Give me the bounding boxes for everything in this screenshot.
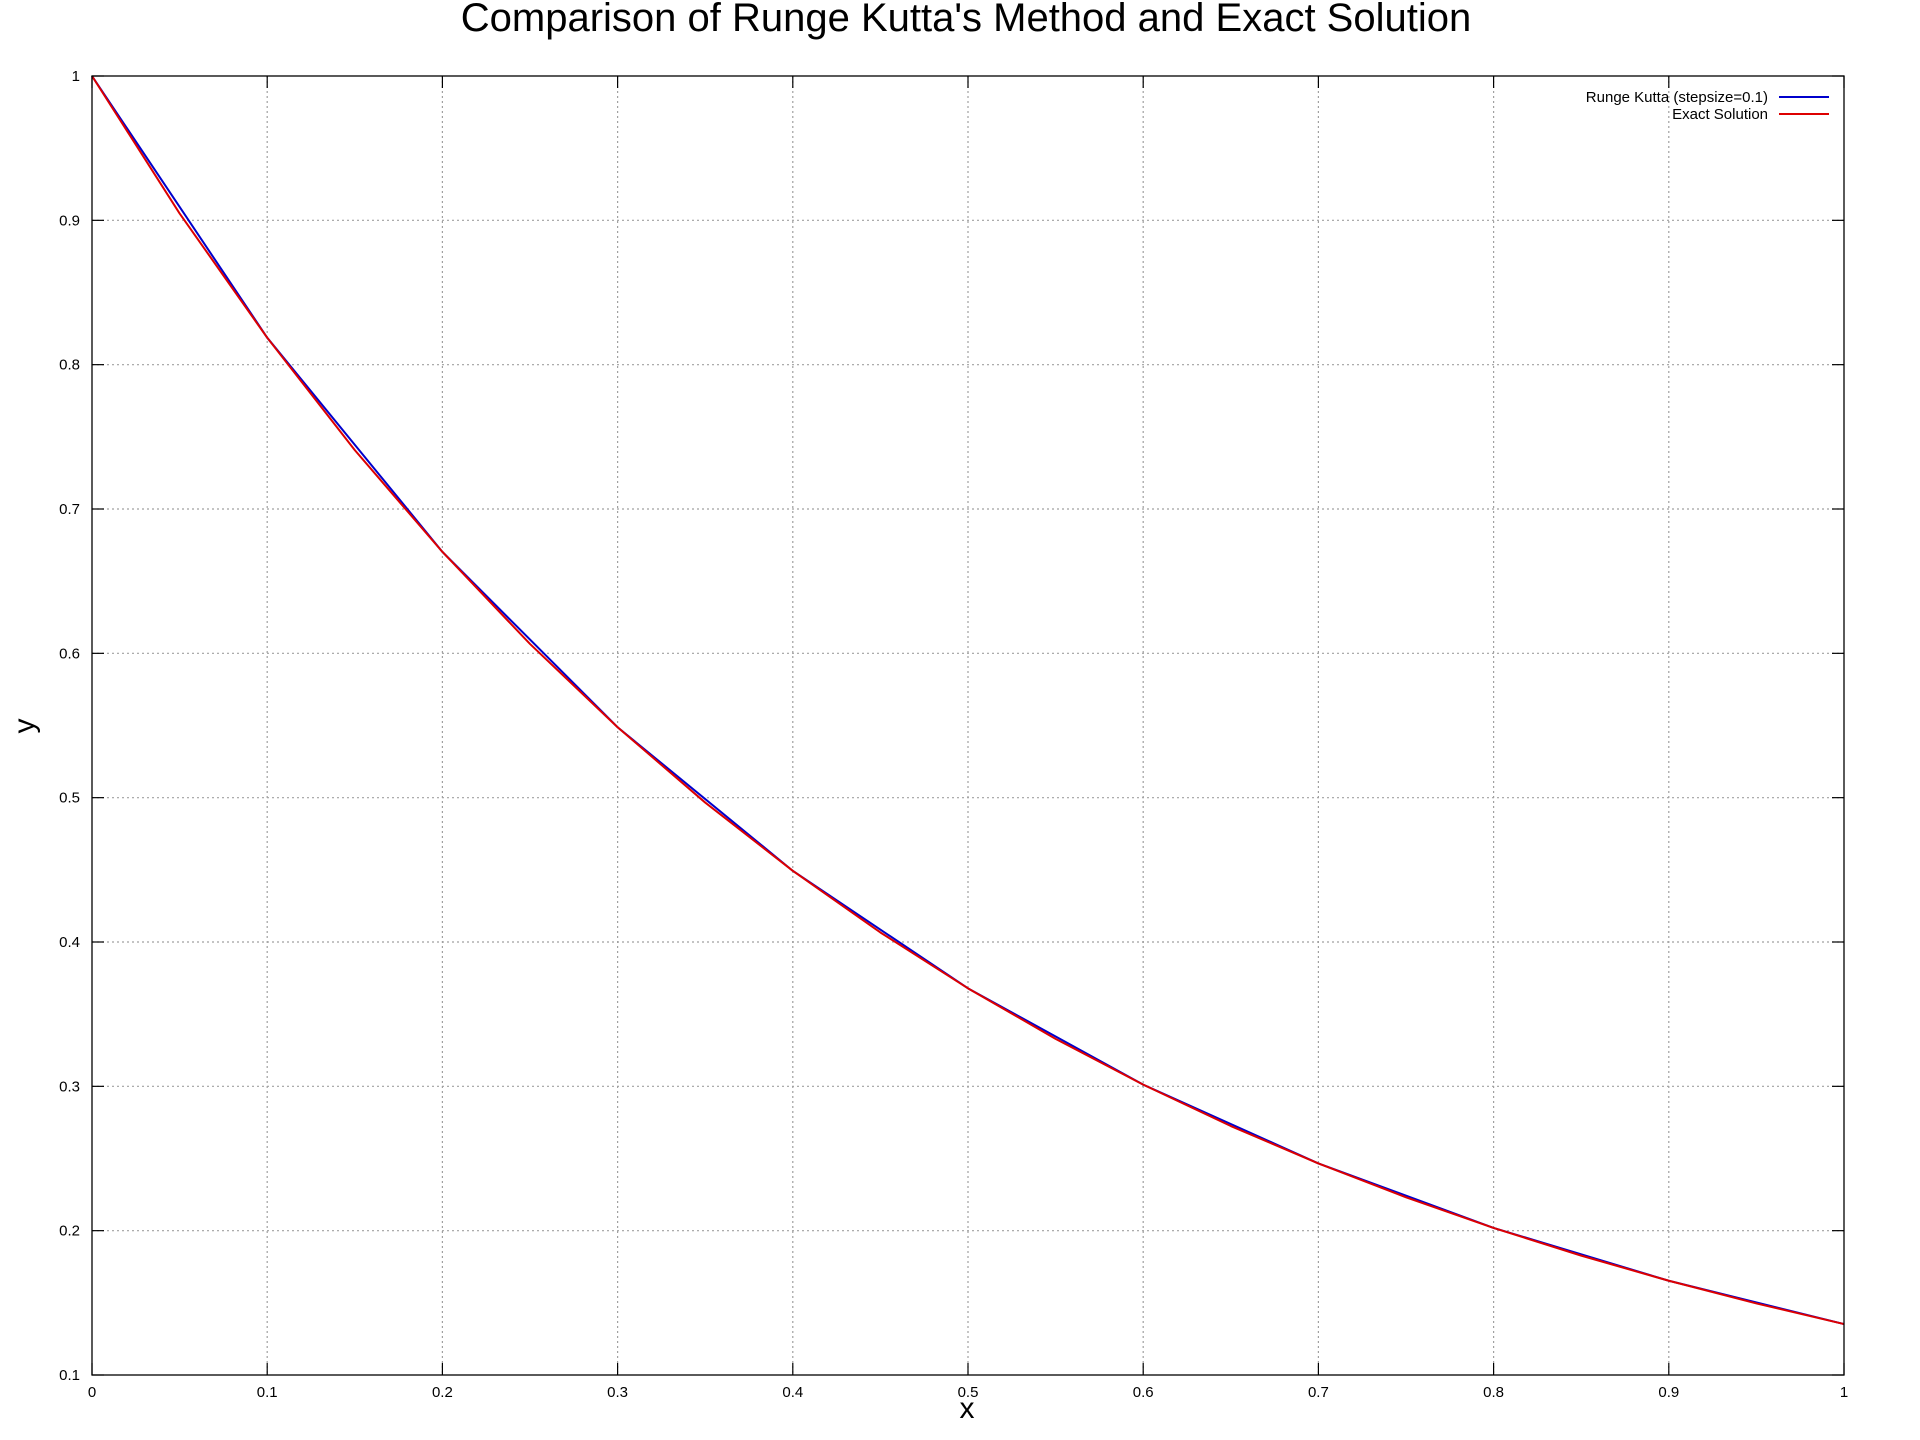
x-tick-label: 0.6 [1133, 1384, 1154, 1401]
legend-entry-label: Runge Kutta (stepsize=0.1) [1586, 89, 1768, 106]
x-tick-label: 0.8 [1483, 1384, 1504, 1401]
x-tick-label: 0.9 [1658, 1384, 1679, 1401]
y-tick-label: 0.8 [59, 357, 80, 374]
x-tick-label: 0.4 [782, 1384, 803, 1401]
y-tick-label: 0.2 [59, 1223, 80, 1240]
plot-area [91, 75, 1845, 1326]
x-tick-label: 0.5 [958, 1384, 979, 1401]
x-tick-label: 0.3 [607, 1384, 628, 1401]
legend: Runge Kutta (stepsize=0.1)Exact Solution [1586, 89, 1829, 123]
x-tick-label: 0.2 [432, 1384, 453, 1401]
plot-frame [91, 75, 1845, 1376]
legend-entry-label: Exact Solution [1672, 106, 1768, 123]
x-tick-label: 0.1 [257, 1384, 278, 1401]
y-tick-label: 0.3 [59, 1078, 80, 1095]
x-axis-label: x [960, 1392, 975, 1425]
y-tick-label: 0.7 [59, 501, 80, 518]
y-tick-label: 0.4 [59, 934, 80, 951]
axes: 0 0.1 0.2 0.3 0.4 0.5 0.6 0.7 0.8 0.9 1 0.1 0.2 0.3 0.… [59, 68, 1848, 1401]
y-tick-label: 0.9 [59, 212, 80, 229]
chart-title: Comparison of Runge Kutta's Method and E… [461, 0, 1471, 40]
x-tick-label: 1 [1840, 1384, 1848, 1401]
y-tick-label: 0.5 [59, 790, 80, 807]
y-tick-label: 1 [72, 68, 80, 85]
series-line-1 [91, 75, 1845, 1326]
y-tick-label: 0.1 [59, 1367, 80, 1384]
y-tick-label: 0.6 [59, 645, 80, 662]
grid [92, 76, 1844, 1375]
x-tick-label: 0 [88, 1384, 96, 1401]
x-tick-label: 0.7 [1308, 1384, 1329, 1401]
y-axis-label: y [8, 719, 41, 734]
